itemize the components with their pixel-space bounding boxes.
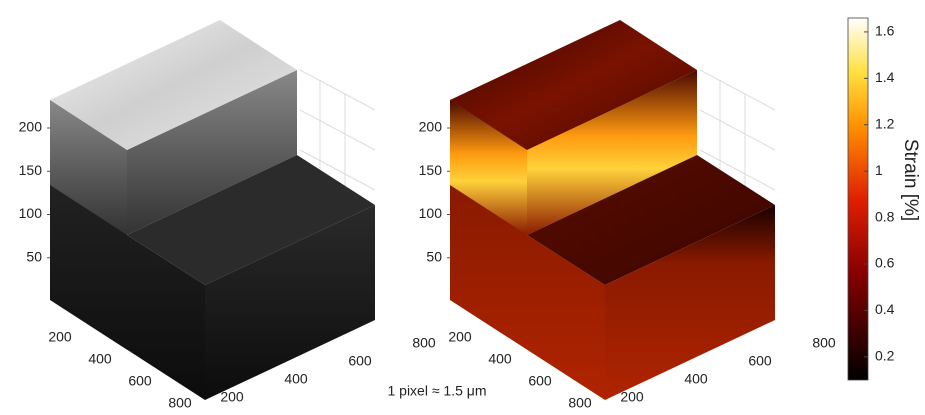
z-tick-label: 100	[19, 205, 43, 221]
y-tick-label: 200	[620, 389, 644, 405]
z-tick-label: 150	[419, 162, 443, 178]
z-tick-label: 200	[419, 119, 443, 135]
y-tick-label: 400	[284, 371, 308, 387]
colorbar-tick-label: 0.6	[875, 255, 895, 271]
colorbar-tick-label: 1.2	[875, 115, 895, 131]
z-tick-label: 200	[19, 119, 43, 135]
x-tick-label: 800	[568, 395, 592, 411]
z-tick-label: 100	[419, 205, 443, 221]
z-tick-label: 50	[426, 248, 442, 264]
y-tick-label: 800	[812, 335, 836, 351]
x-tick-label: 600	[128, 373, 152, 389]
colorbar-tick-label: 0.8	[875, 208, 895, 224]
x-tick-label: 400	[488, 351, 512, 367]
colorbar-tick-label: 1	[875, 162, 883, 178]
colorbar-tick-label: 1.6	[875, 23, 895, 39]
volume-gray: 50 100 150 200 200 400 600 800 200 400 600 800	[19, 20, 436, 411]
z-tick-label: 150	[19, 162, 43, 178]
volume-heat: 50 100 150 200 200 400 600 800 200 400 600 800	[419, 20, 836, 411]
colorbar-tick-label: 0.4	[875, 301, 895, 317]
y-tick-label: 600	[748, 353, 772, 369]
z-tick-label: 50	[26, 248, 42, 264]
x-tick-label: 800	[168, 395, 192, 411]
y-tick-label: 600	[348, 353, 372, 369]
x-tick-label: 200	[448, 329, 472, 345]
x-tick-label: 200	[48, 329, 72, 345]
x-tick-label: 600	[528, 373, 552, 389]
x-tick-label: 400	[88, 351, 112, 367]
caption: 1 pixel ≈ 1.5 μm	[387, 383, 486, 399]
y-tick-label: 400	[684, 371, 708, 387]
y-tick-label: 800	[412, 335, 436, 351]
colorbar-tick-label: 1.4	[875, 69, 895, 85]
figure: 50100150200200400600800200400600800 5010…	[0, 0, 925, 415]
y-tick-label: 200	[220, 389, 244, 405]
colorbar-tick-label: 0.2	[875, 347, 895, 363]
colorbar-label: Strain [%]	[900, 139, 921, 221]
colorbar	[848, 18, 868, 380]
